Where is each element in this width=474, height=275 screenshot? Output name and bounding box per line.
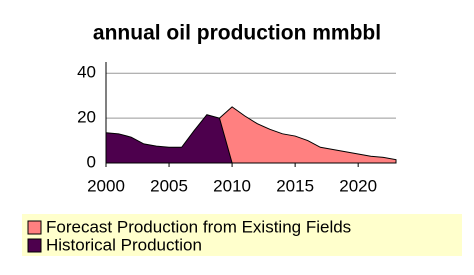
legend-label: Forecast Production from Existing Fields xyxy=(46,217,351,236)
x-tick-label: 2005 xyxy=(150,176,188,195)
legend-label: Historical Production xyxy=(46,235,202,254)
x-tick-label: 2020 xyxy=(339,176,377,195)
legend-swatch xyxy=(27,238,42,253)
x-tick-label: 2015 xyxy=(276,176,314,195)
x-tick-label: 2010 xyxy=(213,176,251,195)
legend-swatch xyxy=(27,220,42,235)
chart-title: annual oil production mmbbl xyxy=(93,22,381,45)
area xyxy=(218,106,397,164)
y-tick-label: 20 xyxy=(77,108,96,127)
area xyxy=(105,114,233,164)
x-tick-label: 2000 xyxy=(87,176,125,195)
legend-box xyxy=(22,214,462,256)
y-tick-label: 0 xyxy=(87,152,96,171)
y-tick-label: 40 xyxy=(77,63,96,82)
